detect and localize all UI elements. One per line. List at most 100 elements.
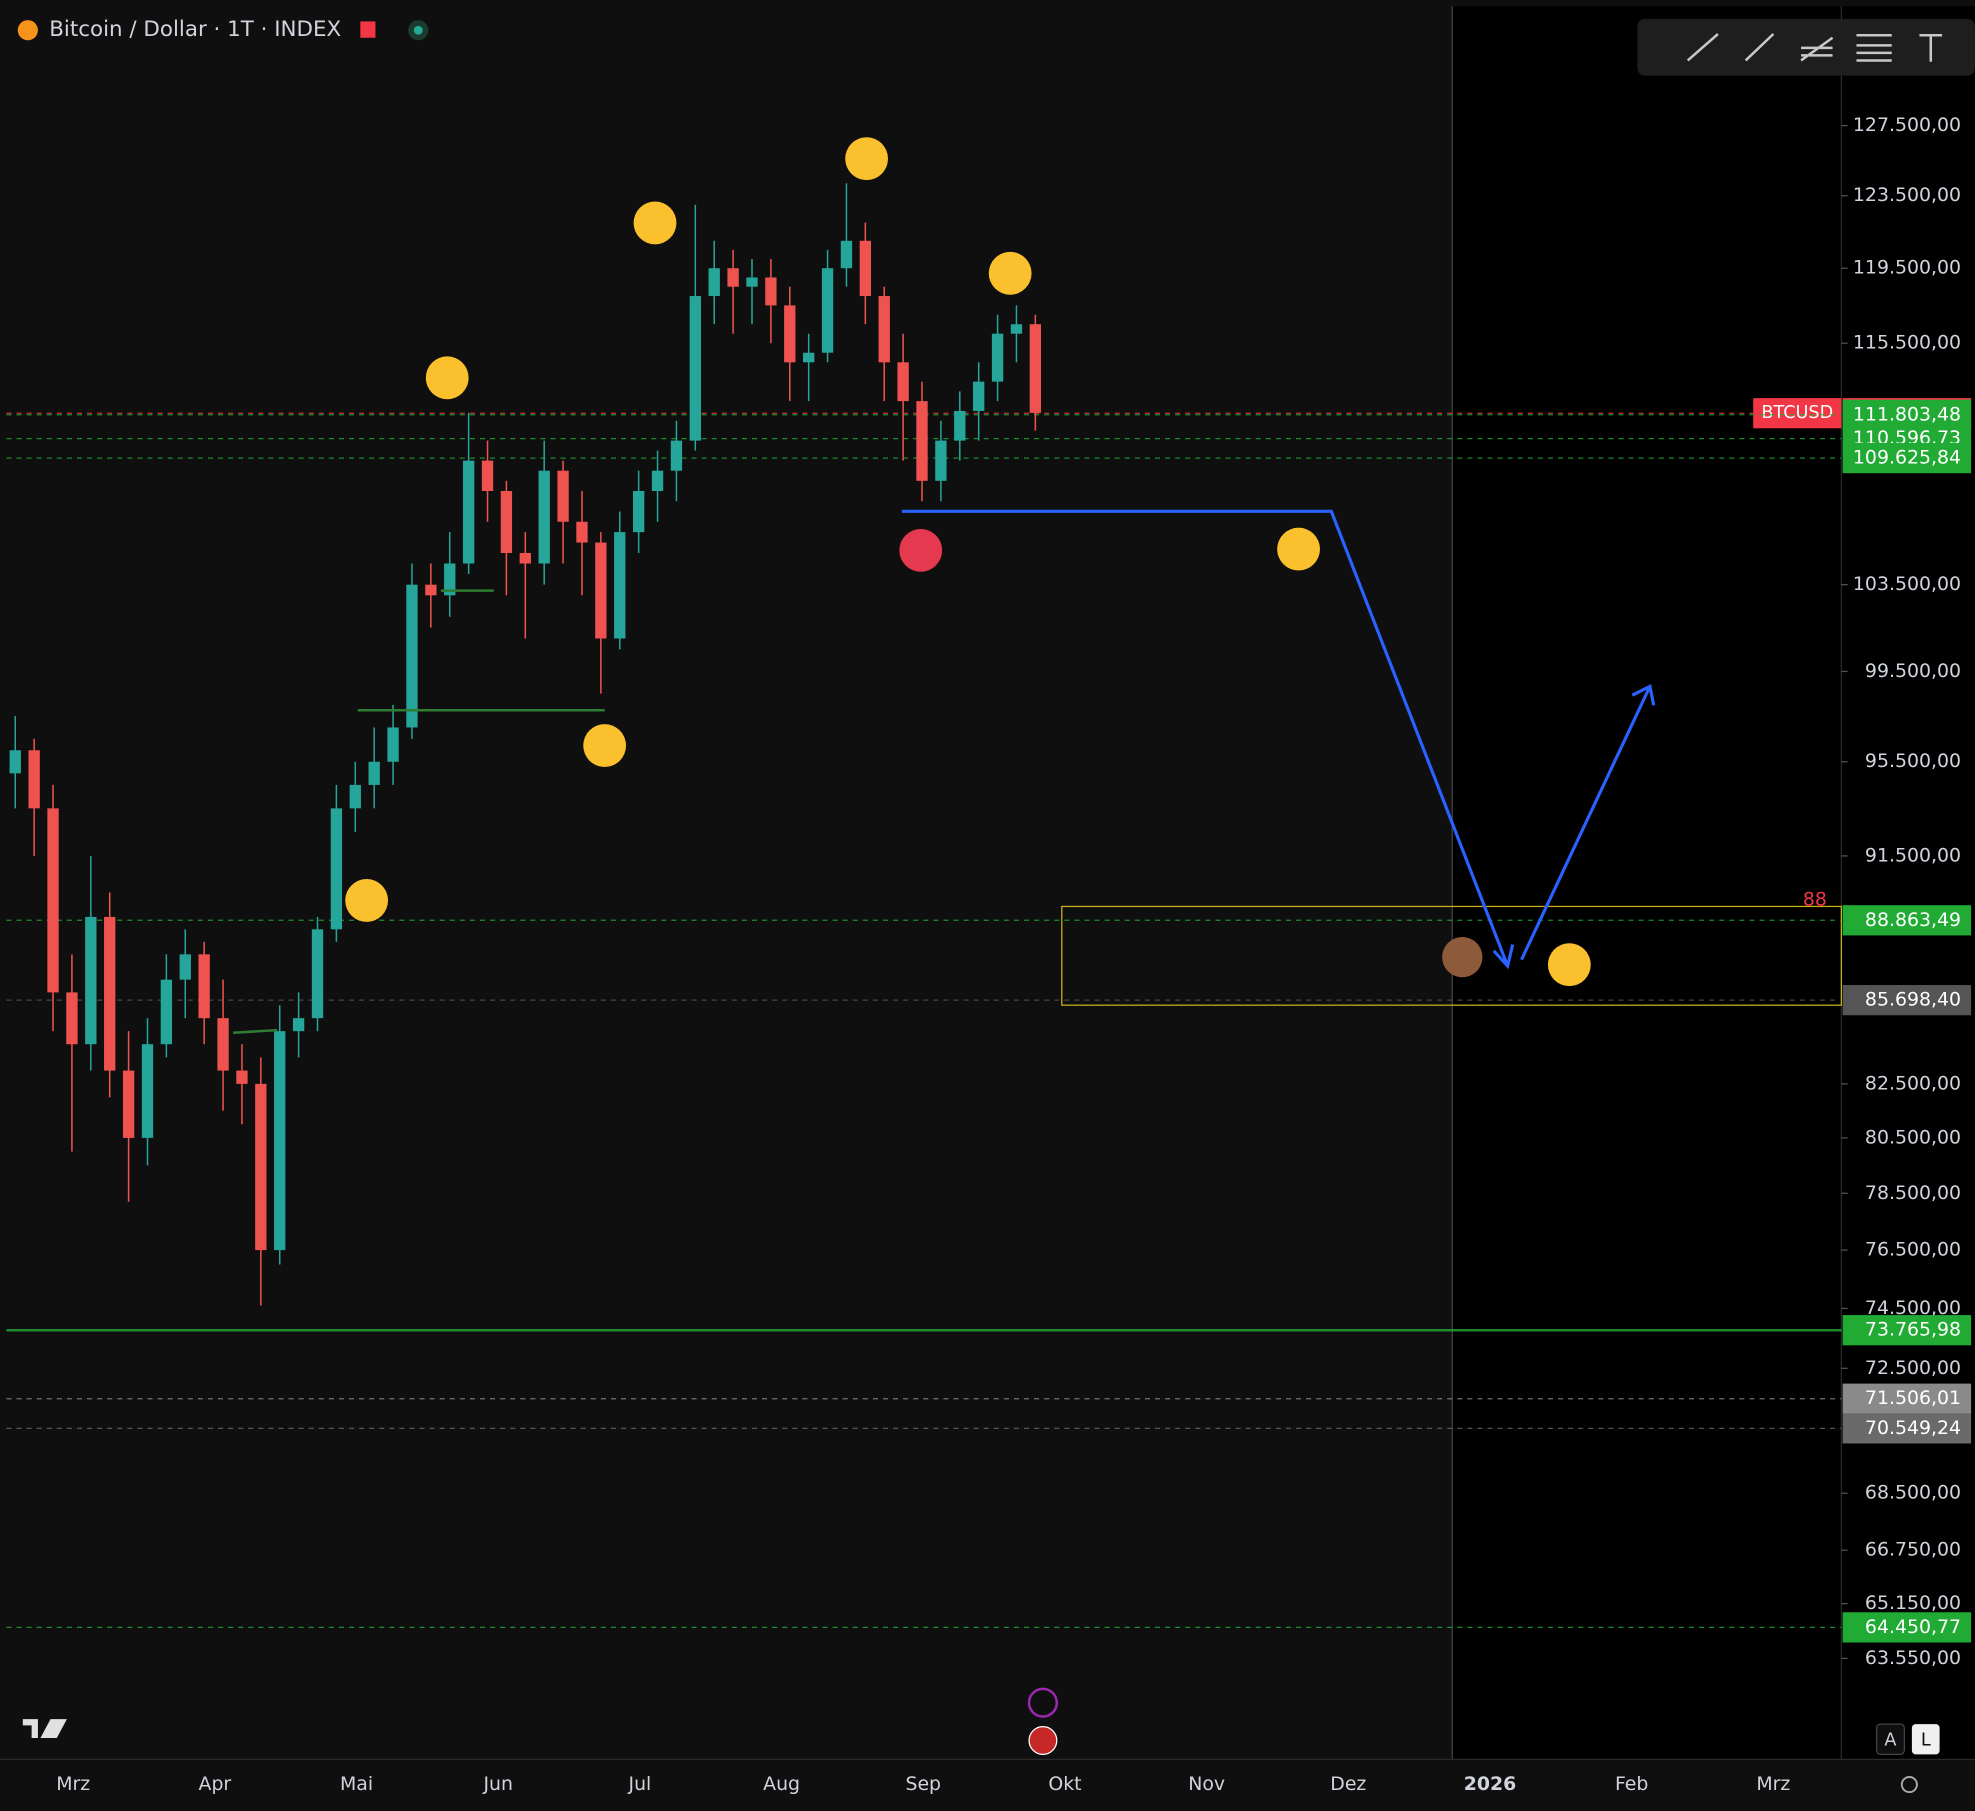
y-tick-label: 68.500,00 — [1865, 1482, 1961, 1504]
button[interactable] — [1875, 1723, 1905, 1755]
trend-marks — [233, 589, 605, 1034]
candle-body — [47, 808, 59, 993]
candle-body — [878, 296, 890, 363]
x-tick-label: Mrz — [1756, 1773, 1790, 1795]
y-tick-label: 72.500,00 — [1865, 1357, 1961, 1379]
candle-body — [991, 333, 1004, 382]
projection-drawing — [901, 509, 1656, 970]
button[interactable] — [1911, 1724, 1940, 1755]
y-tick-label: 103.500,00 — [1853, 573, 1961, 595]
candle-body — [576, 521, 588, 543]
candle-body — [255, 1083, 267, 1251]
candle-body — [198, 954, 210, 1019]
candle-body — [179, 954, 191, 980]
y-tick-label: 66.750,00 — [1865, 1539, 1961, 1561]
button-label[interactable]: A — [1884, 1730, 1896, 1750]
x-tick-label: Jul — [628, 1773, 652, 1795]
toolbar-icons — [1686, 33, 1943, 62]
candle-body — [236, 1070, 248, 1084]
price-tag-label: 85.698,40 — [1865, 989, 1961, 1011]
price-tag — [1842, 905, 1972, 936]
candle-body — [444, 563, 456, 596]
price-tag-label: 109.625,84 — [1853, 447, 1961, 469]
y-tick-label: 76.500,00 — [1865, 1239, 1961, 1261]
candle-body — [330, 808, 343, 930]
candle-body — [670, 440, 683, 471]
y-tick-label: 63.550,00 — [1865, 1647, 1961, 1669]
candle-body — [727, 268, 739, 287]
y-tick-label: 82.500,00 — [1865, 1072, 1961, 1094]
candle-body — [274, 1031, 286, 1251]
candle-body — [973, 381, 985, 411]
price-tag — [1842, 1413, 1972, 1444]
candle-body — [897, 362, 909, 402]
candle-body — [141, 1044, 154, 1138]
y-tick-label: 95.500,00 — [1865, 750, 1961, 772]
candle-body — [935, 440, 947, 481]
candle-body — [9, 750, 21, 774]
candle-body — [859, 240, 872, 297]
symbol-tag — [1753, 398, 1842, 429]
y-tick-label: 65.150,00 — [1865, 1592, 1961, 1614]
candle-body — [954, 410, 966, 441]
candle-body — [104, 916, 116, 1071]
candle-body — [840, 240, 853, 269]
candle-body — [557, 470, 569, 522]
price-tag-label: 71.506,01 — [1865, 1387, 1961, 1409]
x-tick-label: Apr — [199, 1773, 232, 1795]
price-tag — [1842, 985, 1972, 1016]
candle-body — [122, 1070, 135, 1138]
x-tick-label: 2026 — [1464, 1773, 1517, 1795]
candle-body — [746, 277, 758, 287]
candle-body — [160, 979, 173, 1045]
candle-body — [311, 929, 324, 1019]
zone-label: 88 — [1803, 889, 1827, 911]
price-tag-label: 111.803,48 — [1853, 403, 1961, 425]
zone — [1061, 905, 1842, 1006]
x-tick-label: Sep — [905, 1773, 941, 1795]
candle-body — [765, 277, 777, 306]
y-tick-label: 91.500,00 — [1865, 844, 1961, 866]
candle-body — [500, 490, 513, 553]
candle-body — [425, 584, 437, 596]
future-area — [1452, 6, 1842, 1760]
candle-body — [651, 470, 664, 491]
candle-body — [916, 401, 928, 481]
settings[interactable] — [1900, 1776, 1918, 1794]
x-tick-label: Mrz — [56, 1773, 90, 1795]
candle-body — [368, 761, 380, 785]
event-icon — [1028, 1725, 1058, 1755]
price-tag-label: 88.863,49 — [1865, 909, 1961, 931]
candle-body — [538, 470, 550, 564]
candle-body — [1010, 324, 1023, 334]
candle-body — [632, 490, 645, 533]
price-tag-label: 70.549,24 — [1865, 1417, 1961, 1439]
candle-body — [821, 268, 834, 353]
price-tag — [1842, 1612, 1972, 1643]
candle-body — [217, 1018, 229, 1071]
y-tick-label: 80.500,00 — [1865, 1126, 1961, 1148]
x-tick-label: Jun — [482, 1773, 513, 1795]
y-tick-label: 99.500,00 — [1865, 660, 1961, 682]
candle-body — [595, 542, 607, 639]
candle-body — [85, 916, 97, 1045]
candle-body — [292, 1018, 305, 1032]
chart-title: Bitcoin / Dollar · 1T · INDEX — [49, 17, 341, 42]
x-tick-label: Nov — [1188, 1773, 1225, 1795]
y-tick-label: 74.500,00 — [1865, 1297, 1961, 1319]
x-tick-label: Feb — [1615, 1773, 1648, 1795]
price-tag — [1842, 1383, 1972, 1414]
candle-body — [708, 268, 720, 297]
candle-body — [614, 532, 626, 639]
price-tag — [1842, 1315, 1972, 1346]
candle-body — [66, 992, 78, 1045]
price-tag-label: 64.450,77 — [1865, 1616, 1961, 1638]
btc-icon — [17, 20, 38, 41]
time-axis — [0, 1759, 1975, 1811]
button-label[interactable]: L — [1921, 1730, 1931, 1750]
candle-body — [784, 305, 796, 363]
event-icon — [1027, 1687, 1059, 1718]
candle-body — [462, 460, 475, 564]
status-dot — [413, 25, 423, 35]
